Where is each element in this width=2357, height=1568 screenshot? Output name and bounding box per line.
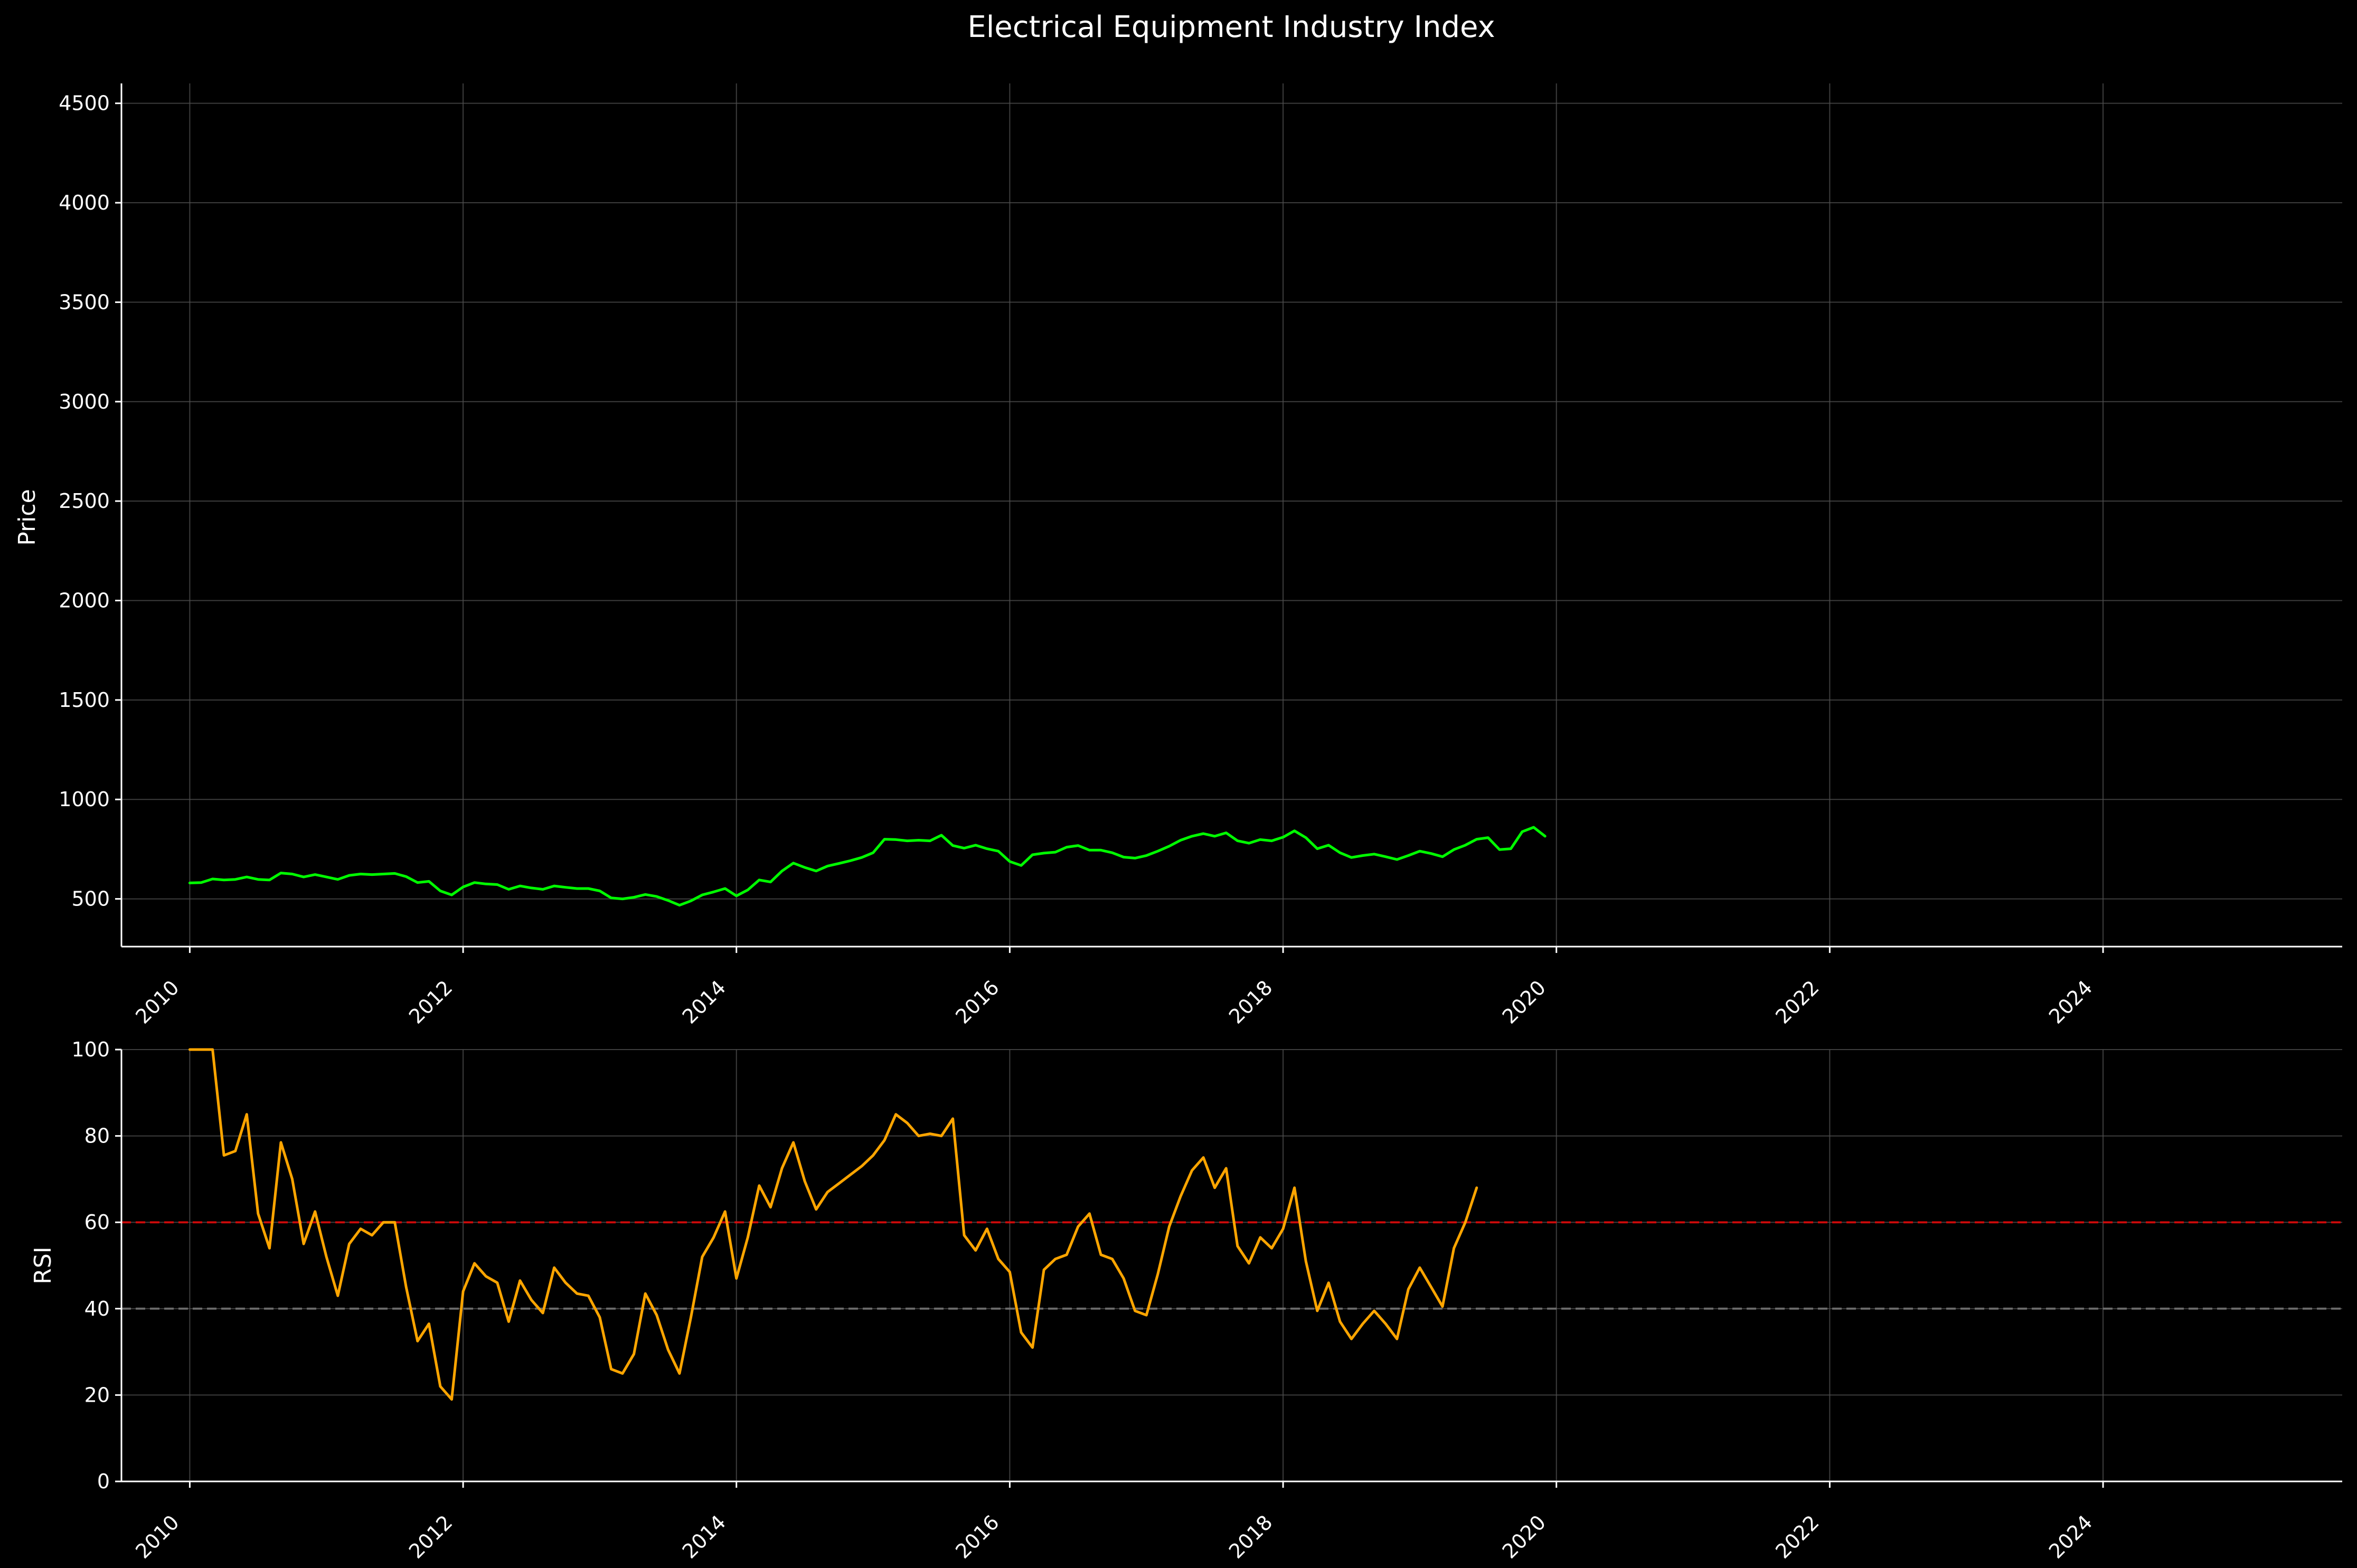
rsi-y-tick-label: 40 [84,1297,110,1320]
rsi-y-tick-label: 80 [84,1125,110,1148]
price-y-tick-label: 1000 [59,788,110,811]
price-y-tick-label: 4500 [59,92,110,115]
price-y-tick-label: 3500 [59,290,110,314]
price-series [188,826,1547,907]
rsi-y-tick-label: 20 [84,1383,110,1406]
price-y-tick-label: 2500 [59,489,110,513]
rsi-y-axis-label: RSI [30,1246,56,1284]
price-y-tick-label: 1500 [59,688,110,712]
rsi-y-ticks: 0 20 40 60 80 100 [71,1038,121,1493]
rsi-grid [121,1049,2342,1481]
rsi-series [188,1048,1478,1401]
price-y-ticks: 500 1000 1500 2000 2500 3000 3500 4000 4500 [59,92,121,911]
chart-title: Electrical Equipment Industry Index [967,10,1495,44]
price-y-tick-label: 500 [71,887,110,911]
rsi-y-tick-label: 0 [97,1470,110,1493]
rsi-y-tick-label: 100 [71,1038,110,1061]
price-y-tick-label: 2000 [59,589,110,612]
price-y-tick-label: 3000 [59,390,110,413]
price-grid [121,83,2342,947]
rsi-y-tick-label: 60 [84,1211,110,1234]
price-y-axis-label: Price [14,489,41,545]
price-y-tick-label: 4000 [59,191,110,214]
rsi-line [188,1048,1478,1401]
price-line [188,826,1547,907]
